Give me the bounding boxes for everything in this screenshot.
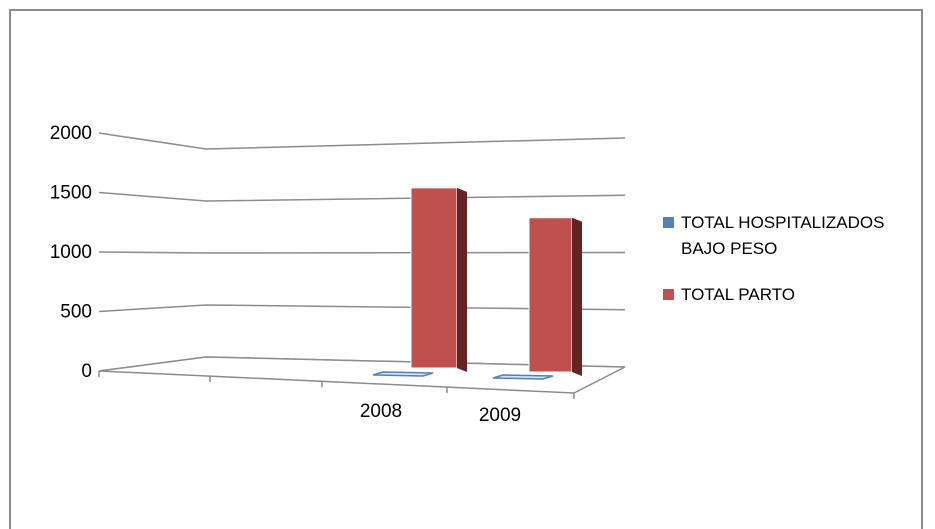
gridline-4 (98, 132, 626, 150)
y-tick-label-0: 0 (81, 361, 92, 382)
bar-2-total-parto (410, 187, 458, 369)
gridline-2 (98, 251, 626, 254)
gridline-3 (98, 191, 626, 202)
gridlines (98, 132, 626, 372)
bar-2-total-parto-side (457, 187, 467, 372)
y-axis-ticks: 0 500 1000 1500 2000 (50, 123, 92, 382)
legend: TOTAL HOSPITALIZADOS BAJO PESO TOTAL PARTO (663, 213, 884, 304)
bars (372, 187, 582, 380)
legend-swatch-1 (663, 289, 674, 300)
bar-3-total-parto (528, 217, 573, 373)
y-tick-label-3: 1500 (50, 183, 92, 204)
bar-3-total-parto-side (572, 217, 582, 376)
chart-floor (98, 356, 626, 399)
gridline-1 (98, 304, 626, 313)
x-tick-label-2009: 2009 (479, 405, 521, 426)
legend-label-1: TOTAL PARTO (681, 285, 795, 304)
y-tick-label-2: 1000 (50, 242, 92, 263)
bar-2-hospitalizados (372, 371, 434, 377)
y-tick-label-1: 500 (60, 302, 92, 323)
legend-label-0: TOTAL HOSPITALIZADOS BAJO PESO (681, 213, 884, 258)
bar-3-hospitalizados (492, 374, 554, 380)
floor-plane (98, 356, 626, 394)
legend-swatch-0 (663, 217, 674, 228)
x-tick-label-2008: 2008 (360, 401, 402, 422)
x-axis-ticks: 2008 2009 (360, 401, 521, 426)
y-tick-label-4: 2000 (50, 123, 92, 144)
